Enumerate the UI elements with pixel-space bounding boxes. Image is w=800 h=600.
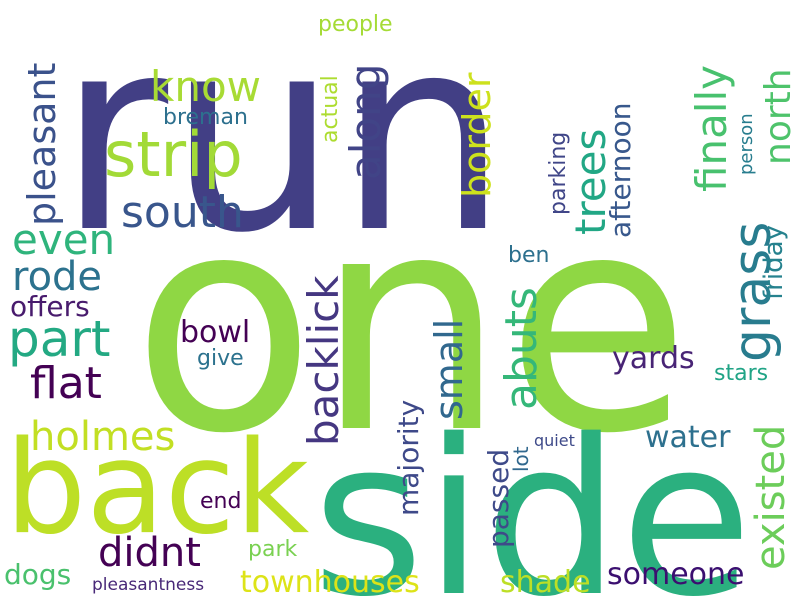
word-breman: breman	[163, 105, 248, 130]
word-pleasant: pleasant	[20, 63, 64, 226]
word-grass: grass	[723, 222, 783, 362]
word-strip: strip	[104, 118, 243, 191]
word-back: back	[5, 414, 309, 563]
word-end: end	[200, 489, 241, 514]
word-lot: lot	[509, 446, 533, 472]
word-small: small	[427, 319, 471, 420]
word-give: give	[197, 346, 244, 371]
word-yards: yards	[612, 341, 695, 376]
word-know: know	[150, 62, 261, 111]
word-trees: trees	[566, 129, 615, 235]
word-offers: offers	[10, 290, 90, 323]
word-parking: parking	[546, 132, 571, 215]
word-people: people	[318, 12, 393, 37]
word-bowl: bowl	[180, 315, 250, 350]
word-didnt: didnt	[98, 530, 201, 576]
word-passed: passed	[482, 449, 515, 548]
word-friday: friday	[759, 225, 789, 300]
word-actual: actual	[318, 75, 343, 143]
word-majority: majority	[392, 400, 425, 516]
word-flat: flat	[30, 358, 102, 409]
word-one: one	[132, 150, 690, 499]
word-park: park	[248, 537, 297, 562]
word-along: along	[341, 64, 390, 180]
word-someone: someone	[607, 557, 745, 592]
word-rode: rode	[12, 254, 102, 300]
word-even: even	[12, 215, 115, 264]
word-run: run	[58, 0, 508, 292]
word-backlick: backlick	[299, 275, 348, 446]
word-stars: stars	[714, 361, 768, 386]
word-water: water	[645, 420, 731, 455]
word-afternoon: afternoon	[604, 102, 637, 238]
word-shade: shade	[500, 565, 591, 600]
word-ben: ben	[508, 243, 549, 268]
word-existed: existed	[748, 425, 794, 570]
word-border: border	[455, 72, 499, 198]
word-abuts: abuts	[496, 287, 547, 410]
word-pleasantness: pleasantness	[92, 575, 204, 595]
word-finally: finally	[687, 65, 736, 192]
word-north: north	[758, 68, 799, 165]
word-dogs: dogs	[4, 558, 71, 591]
word-person: person	[736, 113, 757, 175]
word-south: south	[121, 187, 244, 238]
word-quiet: quiet	[534, 431, 575, 450]
word-side: side	[312, 393, 753, 600]
word-part: part	[8, 310, 111, 368]
word-holmes: holmes	[30, 414, 175, 460]
word-townhouses: townhouses	[240, 565, 420, 600]
